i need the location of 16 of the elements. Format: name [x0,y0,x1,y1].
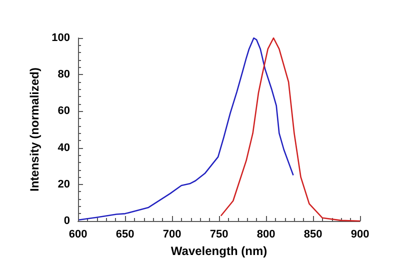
x-tick-label: 600 [68,228,88,240]
y-tick-label: 80 [58,68,70,81]
x-tick-label: 650 [116,228,134,240]
x-axis-title: Wavelength (nm) [170,244,268,258]
y-tick-label: 100 [52,32,70,44]
x-tick-label: 700 [162,228,182,240]
y-tick-label: 20 [58,178,70,190]
y-tick-label: 60 [58,105,70,118]
line-series [220,37,361,222]
x-tick-label: 800 [256,228,276,240]
y-axis-title: Intensity (normalized) [28,67,42,192]
x-tick-label: 900 [350,228,370,240]
y-tick-label: 0 [64,215,70,227]
x-tick-label: 850 [304,228,322,240]
x-tick-label: 750 [210,228,228,240]
y-tick-label: 40 [58,142,70,154]
